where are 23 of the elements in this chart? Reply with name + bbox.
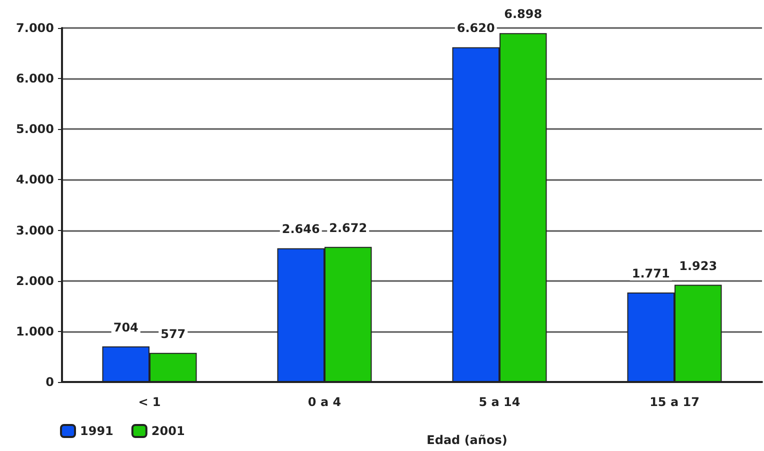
y-tick-label: 5.000 — [16, 122, 54, 136]
data-label: 2.646 — [282, 222, 320, 236]
y-tick-label: 3.000 — [16, 223, 54, 238]
x-tick-label: 15 a 17 — [650, 395, 700, 409]
data-label: 1.771 — [632, 266, 670, 280]
data-label: 6.620 — [456, 21, 495, 36]
data-label: 2.672 — [329, 220, 368, 235]
y-tick-label: 2.000 — [16, 274, 54, 288]
x-tick-label: < 1 — [138, 395, 161, 409]
y-tick-label: 6.000 — [16, 72, 54, 86]
x-axis-title: Edad (años) — [426, 433, 508, 447]
y-tick-label: 0 — [46, 375, 54, 389]
y-tick-label: 4.000 — [16, 172, 54, 187]
x-tick-label: 5 a 14 — [478, 395, 520, 409]
legend-label: 2001 — [151, 424, 185, 438]
data-label: 577 — [160, 326, 186, 341]
x-tick-label: 0 a 4 — [308, 395, 342, 409]
data-label: 1.923 — [679, 258, 718, 273]
y-tick-label: 7.000 — [16, 21, 54, 35]
data-label: 704 — [113, 320, 138, 334]
legend-label: 1991 — [80, 424, 114, 438]
y-tick-label: 1.000 — [16, 324, 54, 338]
data-label: 6.898 — [504, 7, 542, 22]
